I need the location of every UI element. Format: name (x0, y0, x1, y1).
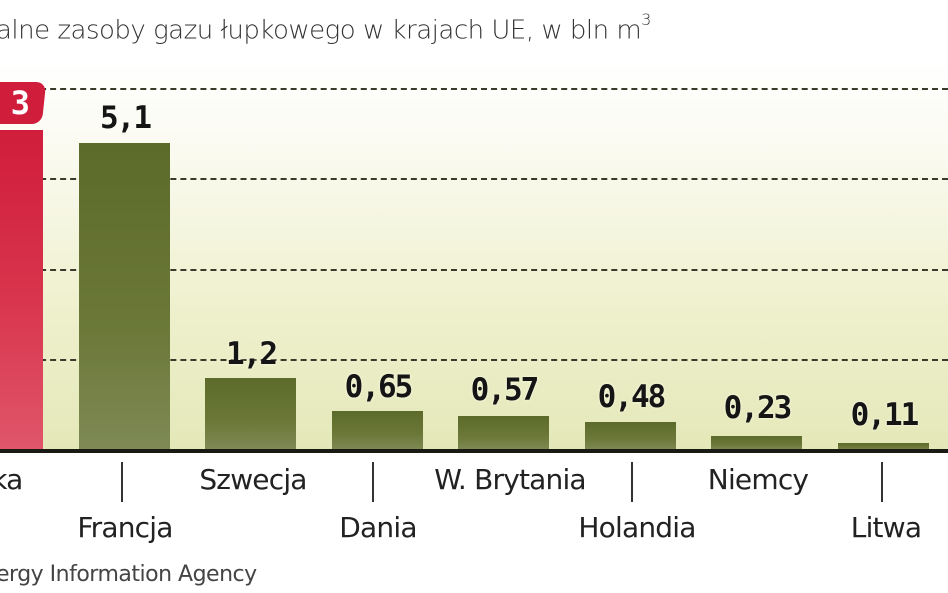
bar-holandia (585, 422, 676, 450)
bar-w-brytania (458, 416, 549, 450)
bar-value-holandia: 0,48 (597, 379, 667, 415)
gridline-1-5 (0, 359, 948, 361)
category-label-dania: Dania (339, 511, 417, 544)
title-text: alne zasoby gazu łupkowego w krajach UE,… (0, 15, 642, 46)
bar-value-w-brytania: 0,57 (470, 372, 540, 408)
bar-value-niemcy: 0,23 (723, 390, 793, 426)
gridline-6 (0, 88, 948, 90)
title-superscript: 3 (641, 10, 651, 29)
bar-value-polska: 3 (10, 84, 31, 122)
bar-niemcy (711, 436, 802, 450)
category-label-litwa: Litwa (850, 511, 922, 544)
category-separator (372, 462, 374, 502)
bar-polska (0, 130, 43, 450)
category-label-szwecja: Szwecja (199, 463, 307, 496)
category-label-francja: Francja (77, 511, 173, 544)
category-label-w-brytania: W. Brytania (434, 463, 586, 496)
bar-value-szwecja: 1,2 (226, 336, 278, 372)
category-label-niemcy: Niemcy (707, 463, 809, 496)
bar-dania (332, 411, 423, 450)
category-separator (881, 462, 883, 502)
bar-litwa (838, 443, 929, 450)
category-separator (121, 462, 123, 502)
category-label-polska: ska (0, 463, 23, 496)
category-separator (631, 462, 633, 502)
bar-value-dania: 0,65 (344, 369, 414, 405)
gridline-4-5 (0, 178, 948, 180)
bar-szwecja (205, 378, 296, 450)
source-note: ergy Information Agency (0, 562, 257, 587)
chart-title: alne zasoby gazu łupkowego w krajach UE,… (0, 10, 651, 46)
x-axis-baseline (0, 449, 948, 453)
bar-francja (79, 143, 170, 450)
bar-value-litwa: 0,11 (850, 397, 920, 433)
bar-value-francja: 5,1 (100, 100, 152, 136)
bar-label-polska: 3 (0, 82, 47, 124)
gridline-3 (0, 269, 948, 271)
category-label-holandia: Holandia (578, 511, 696, 544)
